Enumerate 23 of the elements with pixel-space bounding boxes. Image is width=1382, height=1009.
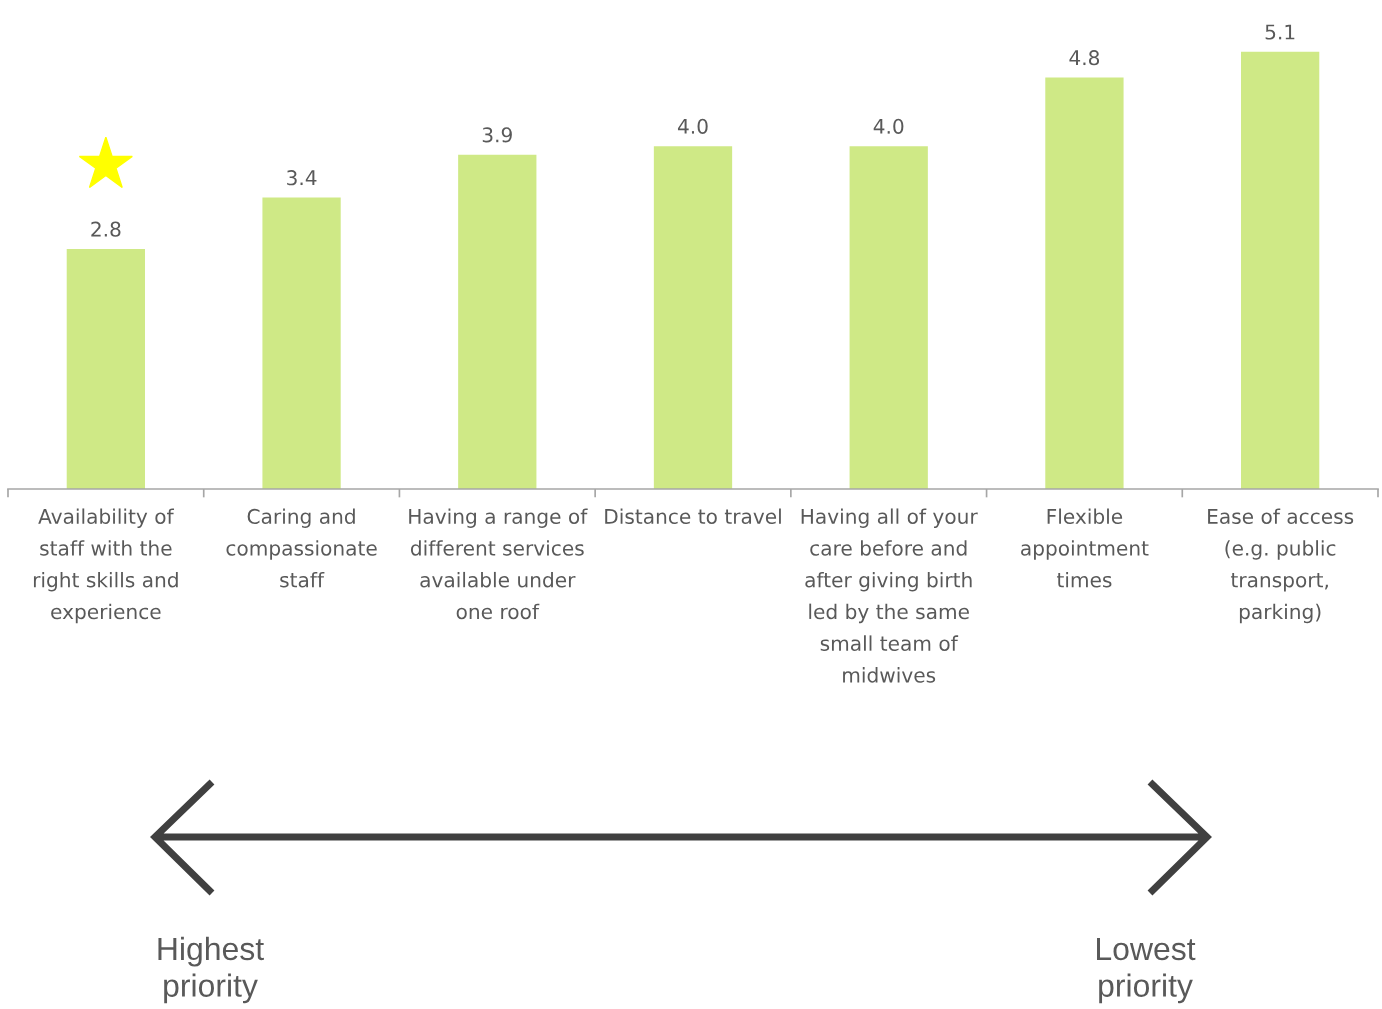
- x-tick-label: Having a range of different services available under one roof: [409, 508, 588, 620]
- x-tick-label: Caring and compassionate staff: [226, 508, 377, 588]
- x-tick-label: Flexible appointment times: [1021, 508, 1149, 588]
- data-label: 4.8: [1069, 50, 1100, 66]
- x-tick-label: Ease of access (e.g. public transport, parking): [1208, 508, 1354, 624]
- bar: [66, 249, 145, 489]
- bar: [1241, 51, 1320, 489]
- bar: [458, 154, 537, 489]
- bar: [653, 146, 733, 489]
- x-tick-label: Distance to travel: [605, 508, 781, 525]
- text: Highest priority: [158, 936, 264, 1004]
- bar: [1045, 77, 1124, 489]
- data-label: 4.0: [873, 118, 904, 134]
- bar: [262, 197, 341, 489]
- data-label: 5.1: [1265, 24, 1295, 40]
- data-label: 3.4: [287, 170, 317, 186]
- x-tick-label: Having all of your care before and after giving birth led by the same small team of midwives: [801, 508, 978, 683]
- text: Lowest priority: [1097, 937, 1196, 1004]
- bar: [849, 146, 928, 489]
- data-label: 4.0: [677, 118, 708, 134]
- x-tick-label: Availability of staff with the right skills and experience: [33, 508, 178, 624]
- data-label: 2.8: [91, 221, 121, 237]
- data-label: 3.9: [482, 127, 512, 143]
